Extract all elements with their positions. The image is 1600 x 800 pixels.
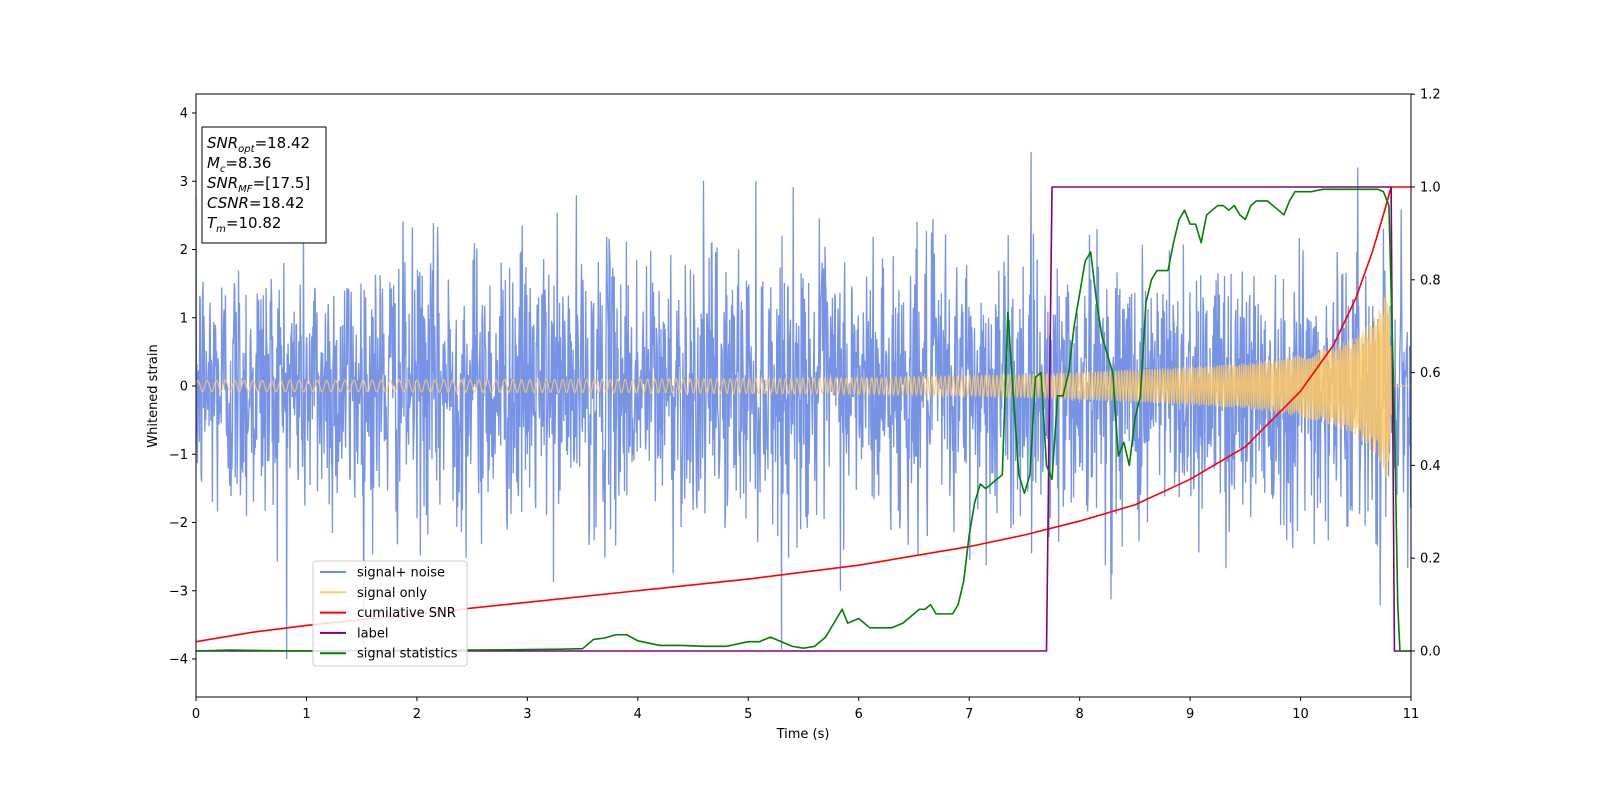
x-tick-label: 1 [302, 707, 310, 722]
legend-entry-label: signal statistics [357, 647, 458, 662]
y2-tick-label: 0.2 [1420, 552, 1441, 567]
y-tick-label: 3 [180, 175, 188, 190]
y-tick-label: 2 [180, 243, 188, 258]
x-tick-label: 5 [744, 707, 752, 722]
legend-entry-label: signal+ noise [357, 566, 445, 581]
x-tick-label: 0 [192, 707, 200, 722]
annotation-box: SNRopt=18.42Mc=8.36SNRMF=[17.5]CSNR=18.4… [201, 126, 327, 244]
x-tick-label: 2 [413, 707, 421, 722]
x-tick-label: 11 [1403, 707, 1420, 722]
y2-tick-label: 0.6 [1420, 366, 1441, 381]
legend-entry-label: signal only [357, 586, 427, 601]
x-tick-label: 4 [634, 707, 642, 722]
y-tick-label: −2 [169, 516, 188, 531]
y-tick-label: −1 [169, 448, 188, 463]
y-tick-label: 4 [180, 107, 188, 122]
y2-tick-label: 1.0 [1420, 181, 1441, 196]
legend-frame [312, 560, 468, 667]
y-tick-label: −4 [169, 653, 188, 668]
y-axis-label: Whitened strain [146, 344, 161, 447]
x-tick-label: 3 [523, 707, 531, 722]
annotation-line: SNRMF=[17.5] [207, 174, 310, 195]
annotation-line: Tm=10.82 [207, 214, 281, 235]
annotation-frame [201, 126, 327, 244]
series-line-label [196, 186, 1411, 652]
y-tick-label: −3 [169, 584, 188, 599]
y2-tick-label: 0.8 [1420, 273, 1441, 288]
series-line-signal-only [196, 293, 1411, 479]
annotation-line: CSNR=18.42 [207, 194, 304, 212]
x-tick-label: 7 [965, 707, 973, 722]
x-tick-label: 10 [1292, 707, 1309, 722]
y-axis-right: 1.2 1.0 0.8 0.6 0.4 0.2 0.0 [1411, 88, 1441, 660]
y2-tick-label: 0.4 [1420, 459, 1441, 474]
y-tick-label: 0 [180, 380, 188, 395]
x-tick-label: 6 [855, 707, 863, 722]
y-axis-left: 4 3 2 1 0 −1 −2 −3 −4 [169, 107, 196, 668]
series-line-signal-noise [196, 151, 1411, 660]
plot-frame [195, 93, 1412, 698]
y-tick-label: 1 [180, 311, 188, 326]
series-line-signal-statistics [196, 188, 1411, 652]
x-axis: 0 1 2 3 4 5 6 7 8 9 10 11 [192, 697, 1419, 722]
annotation-line: SNRopt=18.42 [207, 134, 310, 155]
legend-entry-label: label [357, 626, 388, 641]
legend: signal+ noise signal only cumilative SNR la… [312, 560, 468, 667]
legend-entry-label: cumilative SNR [357, 606, 456, 621]
x-tick-label: 9 [1186, 707, 1194, 722]
x-axis-label: Time (s) [776, 727, 830, 742]
x-tick-label: 8 [1075, 707, 1083, 722]
y2-tick-label: 0.0 [1420, 645, 1441, 660]
annotation-line: Mc=8.36 [207, 154, 271, 175]
y2-tick-label: 1.2 [1420, 88, 1441, 103]
